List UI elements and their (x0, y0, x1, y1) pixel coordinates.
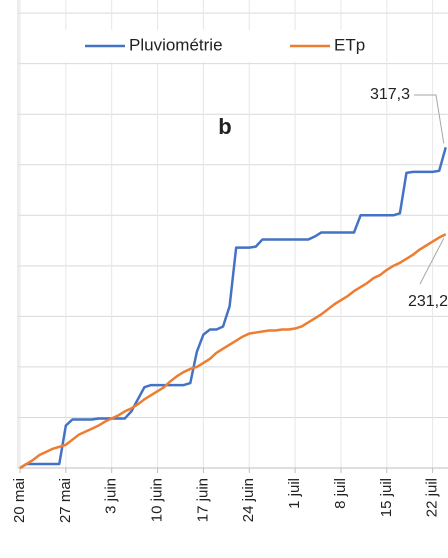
data-label: 231,2 (408, 293, 448, 310)
x-tick-label: 24 juin (240, 478, 257, 522)
x-tick-label: 27 mai (57, 478, 74, 523)
x-tick-label: 3 juin (103, 478, 120, 514)
x-tick-label: 20 mai (11, 478, 28, 523)
x-tick-label: 10 juin (149, 478, 166, 522)
data-label: 317,3 (370, 86, 410, 103)
leader-line (414, 94, 445, 144)
x-tick-label: 15 juil (378, 478, 395, 517)
line-series (19, 146, 447, 470)
leader-line (419, 238, 445, 285)
x-tick-label: 8 juil (332, 478, 349, 509)
x-tick-label: 17 juin (194, 478, 211, 522)
legend-label: ETp (334, 35, 365, 54)
legend-label: Pluviométrie (129, 35, 223, 54)
x-tick-label: 1 juil (286, 478, 303, 509)
panel-label: b (218, 114, 231, 139)
line-series (19, 233, 447, 470)
x-tick-label: 22 juil (424, 478, 441, 517)
